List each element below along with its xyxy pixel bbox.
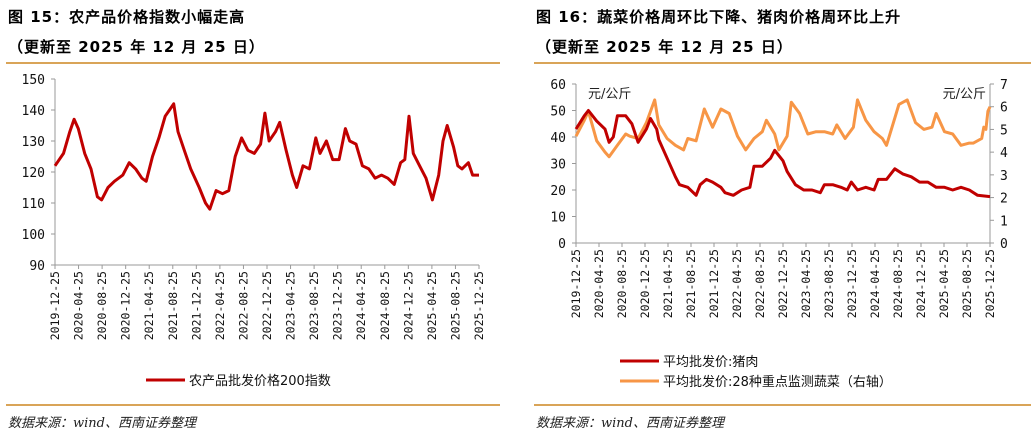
y-tick-label: 130	[22, 135, 45, 150]
x-tick-label: 2023-08-25	[822, 249, 836, 318]
y-tick-label: 150	[22, 73, 45, 88]
x-tick-label: 2025-12-25	[472, 271, 486, 340]
x-tick-label: 2020-08-25	[615, 249, 629, 318]
x-tick-label: 2022-04-25	[213, 271, 227, 340]
x-tick-label: 2021-08-25	[166, 271, 180, 340]
legend-label-pork: 平均批发价:猪肉	[663, 354, 758, 370]
x-tick-label: 2023-04-25	[799, 249, 813, 318]
left-y-tick-label: 60	[550, 78, 566, 93]
legend-label-agri-index: 农产品批发价格200指数	[189, 373, 331, 389]
left-y-tick-label: 30	[550, 158, 566, 173]
figure-15-source: 数据来源：wind、西南证券整理	[8, 416, 196, 431]
agri-price-index-chart: 90 100 110 120 130 140 150 2019-12-25 2020-04-25…	[22, 73, 486, 389]
figure-16-source: 数据来源：wind、西南证券整理	[536, 416, 724, 431]
x-tick-label: 2022-12-25	[260, 271, 274, 340]
right-y-tick-label: 2	[1000, 192, 1008, 207]
x-tick-label: 2023-12-25	[845, 249, 859, 318]
y-tick-label: 120	[22, 166, 45, 181]
bottom-divider	[6, 404, 500, 406]
top-divider	[6, 62, 500, 64]
figure-15-panel: 图 15：农产品价格指数小幅走高 （更新至 2025 年 12 月 25 日） …	[0, 0, 505, 436]
right-y-tick-label: 1	[1000, 214, 1008, 229]
x-tick-label: 2021-12-25	[707, 249, 721, 318]
top-divider	[534, 62, 1031, 64]
left-y-tick-label: 20	[550, 184, 566, 199]
x-tick-label: 2023-12-25	[331, 271, 345, 340]
figure-15-subtitle: （更新至 2025 年 12 月 25 日）	[8, 38, 265, 56]
left-y-tick-label: 40	[550, 131, 566, 146]
x-tick-label: 2020-04-25	[72, 271, 86, 340]
x-tick-label: 2024-08-25	[891, 249, 905, 318]
x-tick-label: 2022-04-25	[730, 249, 744, 318]
x-tick-label: 2022-08-25	[753, 249, 767, 318]
figure-16-subtitle: （更新至 2025 年 12 月 25 日）	[536, 38, 793, 56]
x-tick-label: 2021-04-25	[142, 271, 156, 340]
right-y-tick-label: 3	[1000, 169, 1008, 184]
x-tick-label: 2019-12-25	[569, 249, 583, 318]
bottom-divider	[534, 404, 1031, 406]
pork-price-line	[574, 109, 991, 199]
x-tick-label: 2025-08-25	[960, 249, 974, 318]
y-tick-label: 140	[22, 104, 45, 119]
x-tick-label: 2025-12-25	[983, 249, 997, 318]
x-tick-label: 2021-08-25	[684, 249, 698, 318]
x-tick-label: 2019-12-25	[48, 271, 62, 340]
x-tick-label: 2023-08-25	[307, 271, 321, 340]
left-y-tick-label: 10	[550, 211, 566, 226]
right-y-tick-label: 4	[1000, 146, 1008, 161]
x-tick-label: 2024-04-25	[868, 249, 882, 318]
x-tick-label: 2025-04-25	[425, 271, 439, 340]
left-unit-label: 元/公斤	[588, 87, 631, 102]
right-unit-label: 元/公斤	[943, 87, 986, 102]
figure-15-title: 图 15：农产品价格指数小幅走高	[8, 8, 246, 26]
x-tick-label: 2023-04-25	[284, 271, 298, 340]
x-tick-label: 2024-12-25	[401, 271, 415, 340]
x-tick-label: 2025-08-25	[448, 271, 462, 340]
right-y-tick-label: 5	[1000, 123, 1008, 138]
x-tick-label: 2024-12-25	[914, 249, 928, 318]
y-tick-label: 90	[29, 259, 45, 274]
x-tick-label: 2021-12-25	[189, 271, 203, 340]
pork-vegetable-price-chart: 0 10 20 30 40 50 60 0 1 2 3 4 5 6 7 元/公斤 元/公斤 2019-12-25 2…	[550, 78, 1008, 390]
right-y-tick-label: 0	[1000, 237, 1008, 252]
x-tick-label: 2020-12-25	[638, 249, 652, 318]
x-tick-label: 2022-08-25	[236, 271, 250, 340]
x-tick-label: 2025-04-25	[937, 249, 951, 318]
y-tick-label: 100	[22, 228, 45, 243]
left-y-tick-label: 50	[550, 105, 566, 120]
x-tick-label: 2024-08-25	[378, 271, 392, 340]
right-y-tick-label: 6	[1000, 101, 1008, 116]
x-tick-label: 2020-08-25	[95, 271, 109, 340]
x-tick-label: 2024-04-25	[354, 271, 368, 340]
legend: 农产品批发价格200指数	[146, 373, 331, 389]
figure-16-title: 图 16：蔬菜价格周环比下降、猪肉价格周环比上升	[536, 8, 902, 26]
x-tick-label: 2020-12-25	[119, 271, 133, 340]
x-tick-label: 2020-04-25	[592, 249, 606, 318]
left-y-tick-label: 0	[558, 237, 566, 252]
agri-index-line	[53, 102, 479, 211]
vegetable-price-line	[574, 98, 992, 159]
x-tick-label: 2022-12-25	[776, 249, 790, 318]
y-tick-label: 110	[22, 197, 45, 212]
legend-label-vegetable: 平均批发价:28种重点监测蔬菜（右轴）	[663, 374, 892, 390]
figure-16-panel: 图 16：蔬菜价格周环比下降、猪肉价格周环比上升 （更新至 2025 年 12 …	[528, 0, 1034, 436]
x-tick-label: 2021-04-25	[661, 249, 675, 318]
right-y-tick-label: 7	[1000, 78, 1008, 93]
